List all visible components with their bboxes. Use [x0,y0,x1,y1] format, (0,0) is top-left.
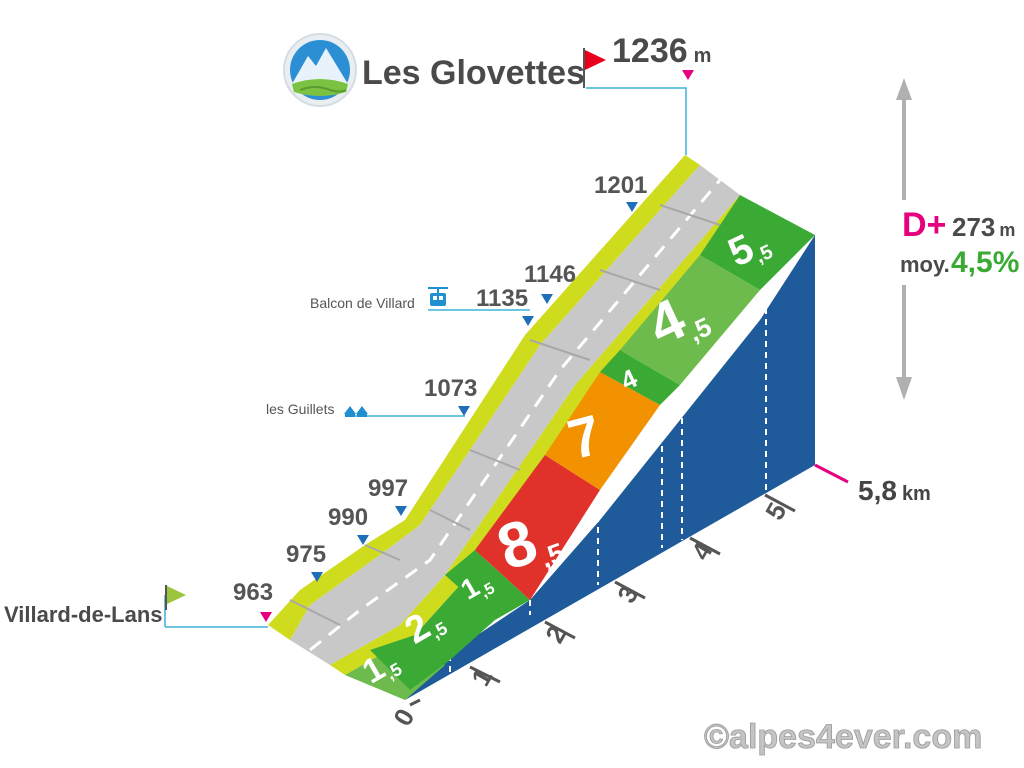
summit-header: Les Glovettes 1236 m [283,32,711,155]
cable-car-icon [428,287,448,306]
waypoint-pin-icon [357,535,369,545]
km-dash-lines [449,297,767,675]
summit-flag-icon [585,50,606,70]
svg-text:990: 990 [328,504,368,531]
waypoint-pin-icon [458,406,470,416]
waypoint-990: 990 [328,504,369,545]
distance-label: 5,8 km [858,475,931,506]
svg-text:1201: 1201 [594,172,647,199]
svg-text:1073: 1073 [424,375,477,402]
road-center-line [309,179,722,652]
svg-text:997: 997 [368,475,408,502]
segment-6 [620,255,760,385]
waypoint-pin-icon [395,506,407,516]
summit-pin-icon [682,70,694,80]
climb-stats: D+ 273 m moy. 4,5% [896,78,1019,400]
start-name: Villard-de-Lans [4,602,163,627]
waypoint-balcon-de-villard: Balcon de Villard 1135 [310,285,534,326]
svg-text:1146: 1146 [524,261,576,288]
start-marker: Villard-de-Lans 963 [4,579,273,628]
watermark: ©alpes4ever.com [704,718,982,756]
segment-3 [475,455,600,600]
svg-text:les Guillets: les Guillets [266,401,334,417]
road-seams [289,204,721,626]
km-tick-0: 0 [387,703,420,731]
page-title: Les Glovettes [362,54,585,92]
start-flag-icon [167,586,186,604]
waypoint-1201: 1201 [594,172,647,212]
waypoint-pin-icon [541,294,553,304]
segment-1 [370,585,495,690]
segment-5 [600,350,680,405]
gradient-segments [345,195,815,700]
right-edge-strip [330,195,755,675]
waypoint-975: 975 [286,541,326,582]
summit-elevation: 1236 m [612,32,711,70]
avg-label: moy. [900,252,950,277]
profile-side-face [405,235,815,700]
svg-text:975: 975 [286,541,326,568]
dplus-label: D+ [902,206,946,244]
waypoint-1146: 1146 [524,261,576,304]
waypoint-pin-icon [311,572,323,582]
houses-icon [344,406,368,417]
left-edge-strip [268,155,700,640]
segment-4 [545,372,660,490]
svg-text:1135: 1135 [476,285,528,312]
distance-marker-line [814,463,849,484]
waypoint-997: 997 [368,475,408,516]
dplus-value: 273 m [952,212,1015,242]
start-pin-icon [260,612,272,622]
waypoint-pin-icon [626,202,638,212]
waypoint-les-guillets: les Guillets 1073 [266,375,477,417]
elevation-gain-arrow [896,78,912,400]
avg-value: 4,5% [951,246,1019,279]
waypoint-pin-icon [522,316,534,326]
segment-7 [700,195,815,290]
svg-text:Balcon de Villard: Balcon de Villard [310,295,415,311]
segment-2 [445,550,530,620]
start-elevation: 963 [233,579,273,606]
